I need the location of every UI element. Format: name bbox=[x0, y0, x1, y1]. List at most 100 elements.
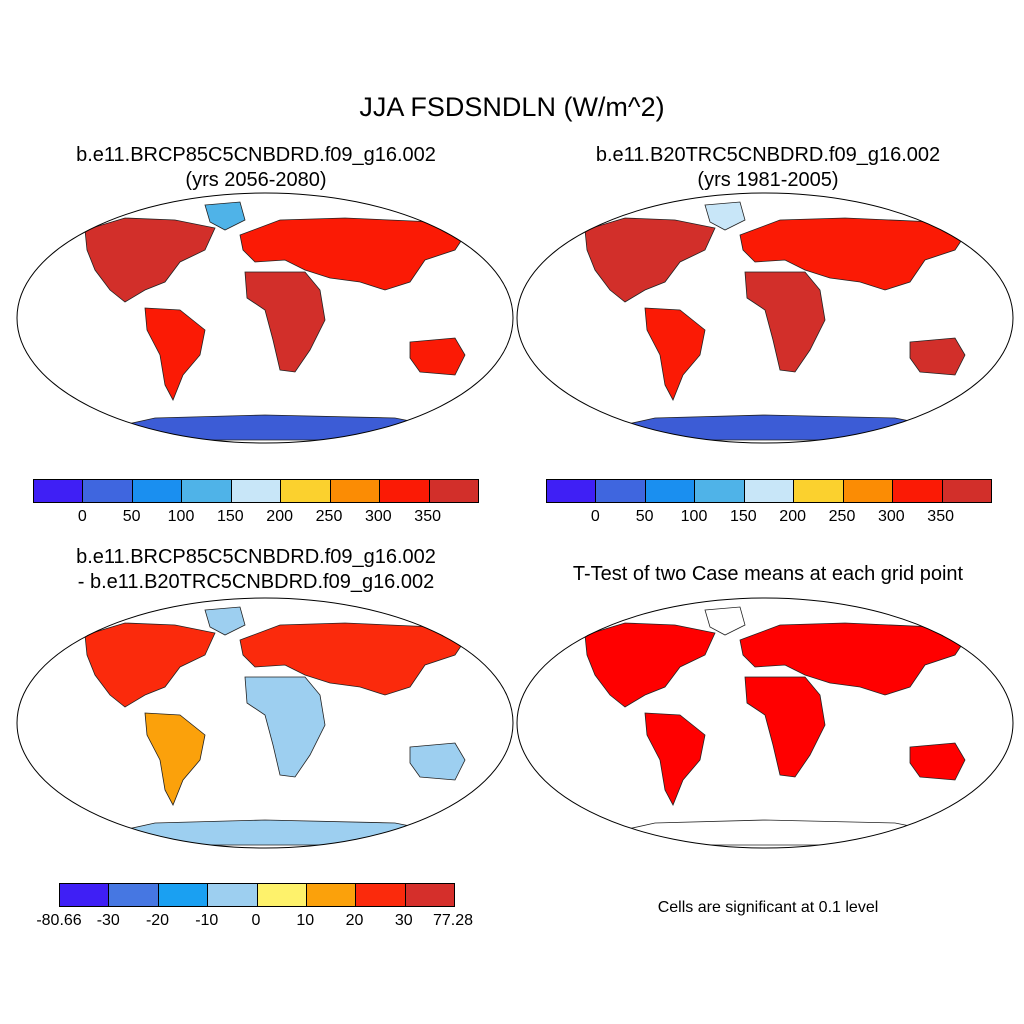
continent-greenland bbox=[704, 606, 746, 636]
colorbar-swatch bbox=[596, 480, 646, 502]
colorbar-swatch bbox=[429, 480, 478, 502]
colorbar-swatch bbox=[208, 884, 258, 906]
colorbar-tick-label: 300 bbox=[877, 508, 905, 525]
colorbar-tick-label: -10 bbox=[195, 912, 219, 929]
map-ttest bbox=[516, 597, 1014, 849]
significance-footnote: Cells are significant at 0.1 level bbox=[657, 899, 879, 916]
continent-namerica bbox=[84, 217, 216, 303]
map-border bbox=[16, 192, 514, 444]
panel-title-future-line2: (yrs 2056-2080) bbox=[185, 169, 327, 191]
colorbar-tick-label: -30 bbox=[96, 912, 120, 929]
colorbar-swatch bbox=[182, 480, 232, 502]
colorbar-swatch bbox=[380, 480, 430, 502]
colorbar-tick-label: 30 bbox=[394, 912, 413, 929]
colorbar-tick-label: 200 bbox=[266, 508, 294, 525]
colorbar-tick-label: 300 bbox=[364, 508, 392, 525]
continent-samerica bbox=[644, 307, 706, 401]
continent-namerica bbox=[584, 217, 716, 303]
panel-title-historical: b.e11.B20TRC5CNBDRD.f09_g16.002 (yrs 198… bbox=[512, 143, 1024, 193]
colorbar-tick-label: 200 bbox=[779, 508, 807, 525]
colorbar-tick-label: 10 bbox=[296, 912, 315, 929]
map-historical bbox=[516, 192, 1014, 444]
colorbar-tick-label: 250 bbox=[315, 508, 343, 525]
continent-greenland bbox=[204, 201, 246, 231]
colorbar-historical-ticks: 0 50 100 150 200 250 300 350 bbox=[546, 508, 990, 528]
panel-title-future-line1: b.e11.BRCP85C5CNBDRD.f09_g16.002 bbox=[76, 144, 436, 166]
colorbar-tick-label: -20 bbox=[145, 912, 170, 929]
colorbar-tick-label: 350 bbox=[414, 508, 442, 525]
continent-eurasia bbox=[739, 622, 966, 696]
colorbar-swatch bbox=[794, 480, 844, 502]
colorbar-swatch bbox=[645, 480, 696, 502]
panel-title-future: b.e11.BRCP85C5CNBDRD.f09_g16.002 (yrs 20… bbox=[0, 143, 512, 193]
continent-samerica bbox=[644, 712, 706, 806]
colorbar-swatch bbox=[306, 884, 357, 906]
colorbar-tick-label: -80.66 bbox=[36, 912, 82, 929]
panel-title-historical-line2: (yrs 1981-2005) bbox=[697, 169, 839, 191]
continent-namerica bbox=[584, 622, 716, 708]
colorbar-tick-label: 100 bbox=[167, 508, 195, 525]
colorbar-swatch bbox=[893, 480, 943, 502]
continent-africa bbox=[744, 676, 826, 778]
map-future bbox=[16, 192, 514, 444]
colorbar-swatch bbox=[231, 480, 282, 502]
map-border bbox=[516, 192, 1014, 444]
colorbar-swatch bbox=[356, 884, 406, 906]
map-border bbox=[16, 597, 514, 849]
colorbar-swatch bbox=[60, 884, 110, 906]
panel-title-difference-line1: b.e11.BRCP85C5CNBDRD.f09_g16.002 bbox=[76, 546, 436, 568]
colorbar-swatch bbox=[257, 884, 307, 906]
colorbar-swatch bbox=[109, 884, 159, 906]
colorbar-tick-label: 0 bbox=[251, 912, 261, 929]
panel-title-historical-line1: b.e11.B20TRC5CNBDRD.f09_g16.002 bbox=[595, 144, 941, 166]
colorbar-swatch bbox=[405, 884, 454, 906]
colorbar-tick-label: 20 bbox=[345, 912, 364, 929]
map-border bbox=[516, 597, 1014, 849]
colorbar-swatch bbox=[744, 480, 795, 502]
panel-title-ttest: T-Test of two Case means at each grid po… bbox=[572, 563, 964, 585]
panel-title-difference: b.e11.BRCP85C5CNBDRD.f09_g16.002 - b.e11… bbox=[0, 545, 512, 595]
continent-australia bbox=[909, 742, 966, 781]
colorbar-historical bbox=[546, 479, 992, 503]
colorbar-swatch bbox=[942, 480, 991, 502]
panel-title-difference-line2: - b.e11.B20TRC5CNBDRD.f09_g16.002 bbox=[77, 571, 435, 593]
continent-africa bbox=[244, 271, 326, 373]
colorbar-swatch bbox=[843, 480, 894, 502]
continent-namerica bbox=[84, 622, 216, 708]
continent-africa bbox=[744, 271, 826, 373]
continent-eurasia bbox=[739, 217, 966, 291]
colorbar-tick-label: 0 bbox=[77, 508, 87, 525]
colorbar-tick-label: 250 bbox=[828, 508, 856, 525]
continent-samerica bbox=[144, 712, 206, 806]
continent-samerica bbox=[144, 307, 206, 401]
colorbar-swatch bbox=[158, 884, 209, 906]
continent-australia bbox=[409, 742, 466, 781]
continent-africa bbox=[244, 676, 326, 778]
continent-eurasia bbox=[239, 622, 466, 696]
colorbar-swatch bbox=[547, 480, 597, 502]
colorbar-swatch bbox=[83, 480, 133, 502]
continent-eurasia bbox=[239, 217, 466, 291]
continent-australia bbox=[409, 337, 466, 376]
colorbar-tick-label: 77.28 bbox=[432, 912, 474, 929]
colorbar-swatch bbox=[330, 480, 381, 502]
colorbar-tick-label: 150 bbox=[216, 508, 244, 525]
continent-australia bbox=[909, 337, 966, 376]
colorbar-tick-label: 350 bbox=[927, 508, 955, 525]
colorbar-future-ticks: 0 50 100 150 200 250 300 350 bbox=[33, 508, 477, 528]
colorbar-difference-ticks: -80.66 -30 -20 -10 0 10 20 30 77.28 bbox=[36, 912, 473, 932]
colorbar-swatch bbox=[695, 480, 745, 502]
continent-greenland bbox=[204, 606, 246, 636]
map-difference bbox=[16, 597, 514, 849]
colorbar-swatch bbox=[34, 480, 84, 502]
colorbar-future bbox=[33, 479, 479, 503]
colorbar-tick-label: 50 bbox=[122, 508, 141, 525]
colorbar-tick-label: 50 bbox=[635, 508, 654, 525]
colorbar-difference bbox=[59, 883, 455, 907]
colorbar-tick-label: 150 bbox=[729, 508, 757, 525]
colorbar-tick-label: 100 bbox=[680, 508, 708, 525]
colorbar-tick-label: 0 bbox=[590, 508, 600, 525]
colorbar-swatch bbox=[281, 480, 331, 502]
colorbar-swatch bbox=[132, 480, 183, 502]
figure-title: JJA FSDSNDLN (W/m^2) bbox=[359, 92, 665, 122]
